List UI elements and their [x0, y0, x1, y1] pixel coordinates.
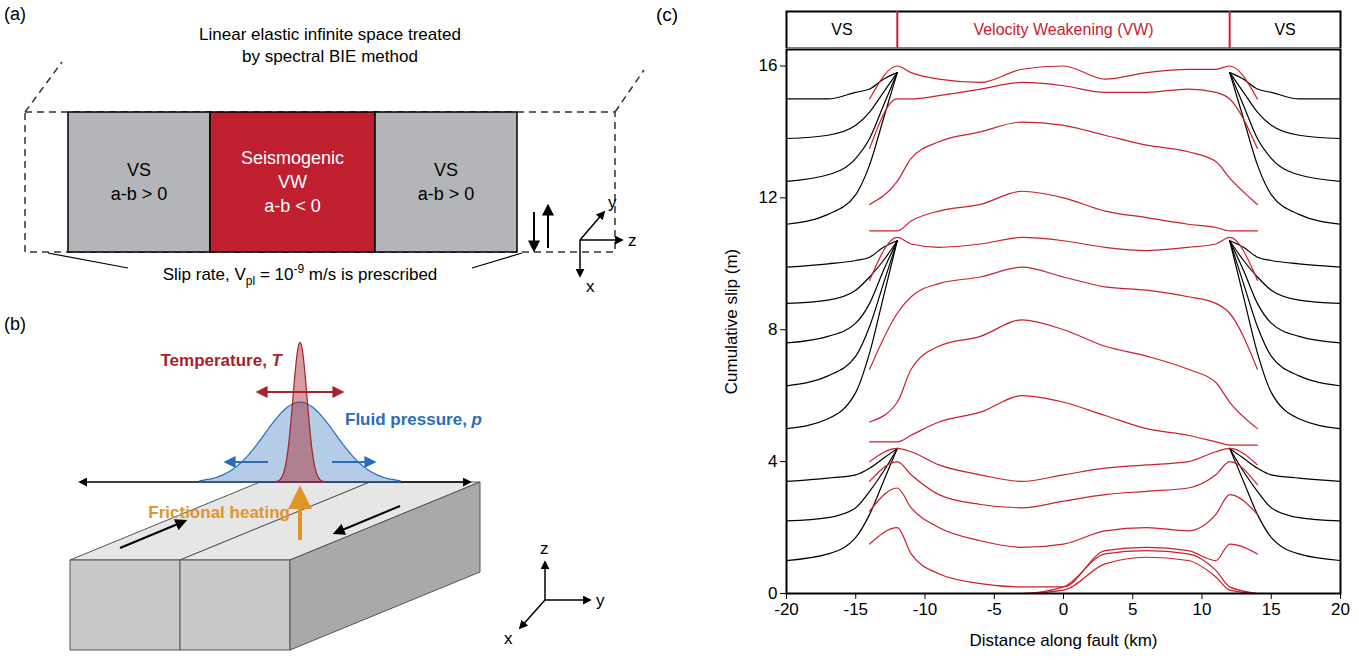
svg-text:VS: VS [434, 160, 458, 180]
html-text:(c): (c) [656, 4, 679, 25]
svg-text:by spectral BIE method: by spectral BIE method [242, 47, 418, 66]
svg-text:12: 12 [759, 188, 778, 207]
svg-text:16: 16 [759, 56, 778, 75]
svg-text:Slip rate, Vpl = 10-9 m/s is p: Slip rate, Vpl = 10-9 m/s is prescribed [163, 262, 438, 288]
svg-text:-5: -5 [987, 600, 1002, 619]
svg-text:Linear elastic infinite space: Linear elastic infinite space treated [199, 25, 461, 44]
svg-text:10: 10 [1193, 600, 1212, 619]
svg-text:a-b < 0: a-b < 0 [264, 196, 321, 216]
svg-text:a-b > 0: a-b > 0 [111, 184, 168, 204]
svg-text:0: 0 [768, 583, 778, 603]
svg-text:z: z [540, 539, 549, 558]
svg-text:Cumulative slip (m): Cumulative slip (m) [722, 249, 741, 394]
svg-text:VW: VW [278, 172, 307, 192]
svg-text:Frictional heating: Frictional heating [148, 503, 290, 522]
svg-text:y: y [608, 193, 617, 212]
svg-text:8: 8 [768, 320, 777, 339]
svg-text:-15: -15 [843, 600, 868, 619]
svg-text:Temperature, T: Temperature, T [160, 351, 283, 370]
svg-text:Distance along fault (km): Distance along fault (km) [969, 631, 1157, 650]
svg-text:a-b > 0: a-b > 0 [418, 184, 475, 204]
svg-text:20: 20 [1331, 600, 1350, 619]
svg-text:Velocity Weakening (VW): Velocity Weakening (VW) [973, 21, 1153, 38]
svg-text:-20: -20 [774, 600, 799, 619]
svg-text:VS: VS [127, 160, 151, 180]
svg-text:-10: -10 [913, 600, 938, 619]
svg-text:(b): (b) [4, 314, 26, 334]
svg-text:VS: VS [831, 21, 852, 38]
svg-text:x: x [504, 629, 513, 648]
svg-text:x: x [586, 277, 595, 296]
svg-text:Fluid pressure, p: Fluid pressure, p [345, 410, 482, 429]
svg-text:VS: VS [1274, 21, 1295, 38]
svg-text:0: 0 [1059, 600, 1068, 619]
svg-text:z: z [628, 231, 637, 250]
svg-text:15: 15 [1262, 600, 1281, 619]
svg-text:5: 5 [1128, 600, 1137, 619]
svg-text:y: y [596, 591, 605, 610]
svg-text:4: 4 [768, 452, 777, 471]
svg-text:(a): (a) [4, 4, 26, 24]
svg-text:Seismogenic: Seismogenic [241, 148, 344, 168]
